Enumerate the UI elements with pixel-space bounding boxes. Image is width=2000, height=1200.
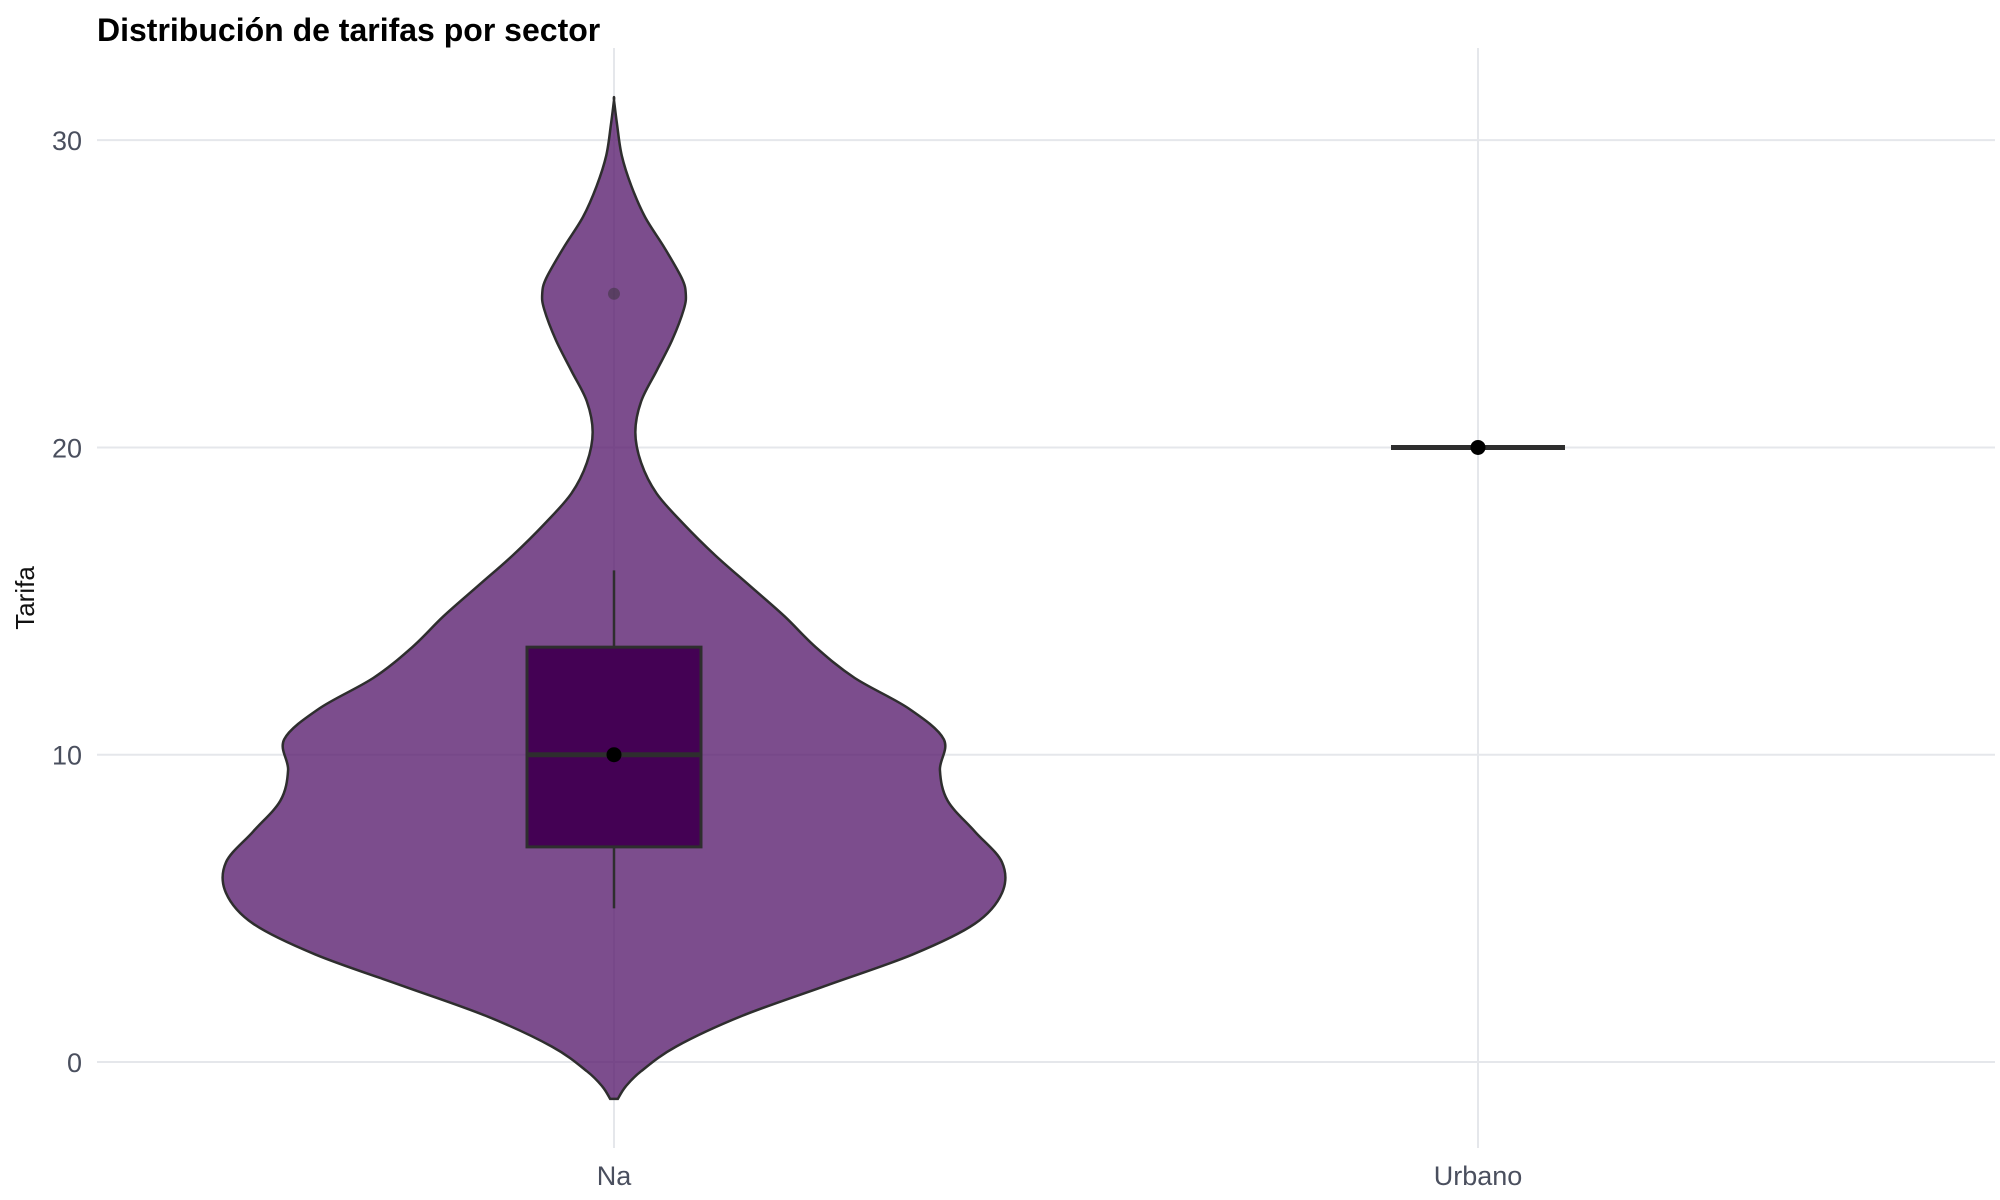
x-tick-label-na: Na — [597, 1161, 632, 1191]
chart-title: Distribución de tarifas por sector — [97, 12, 601, 48]
y-tick-label-20: 20 — [52, 433, 82, 463]
boxplots — [525, 444, 1565, 909]
y-tick-label-30: 30 — [52, 126, 82, 156]
mean-point-na — [606, 747, 622, 763]
mean-point-urbano — [1470, 439, 1486, 455]
y-tick-label-0: 0 — [67, 1048, 82, 1078]
y-axis-ticks: 0 10 20 30 — [52, 126, 82, 1078]
y-axis-title: Tarifa — [10, 566, 40, 630]
y-tick-label-10: 10 — [52, 741, 82, 771]
points — [606, 287, 1486, 763]
x-axis-ticks: Na Urbano — [597, 1161, 1523, 1191]
gridlines — [97, 48, 1995, 1148]
box-na — [525, 645, 703, 849]
x-tick-label-urbano: Urbano — [1434, 1161, 1523, 1191]
outlier-point-na-0 — [608, 287, 620, 300]
